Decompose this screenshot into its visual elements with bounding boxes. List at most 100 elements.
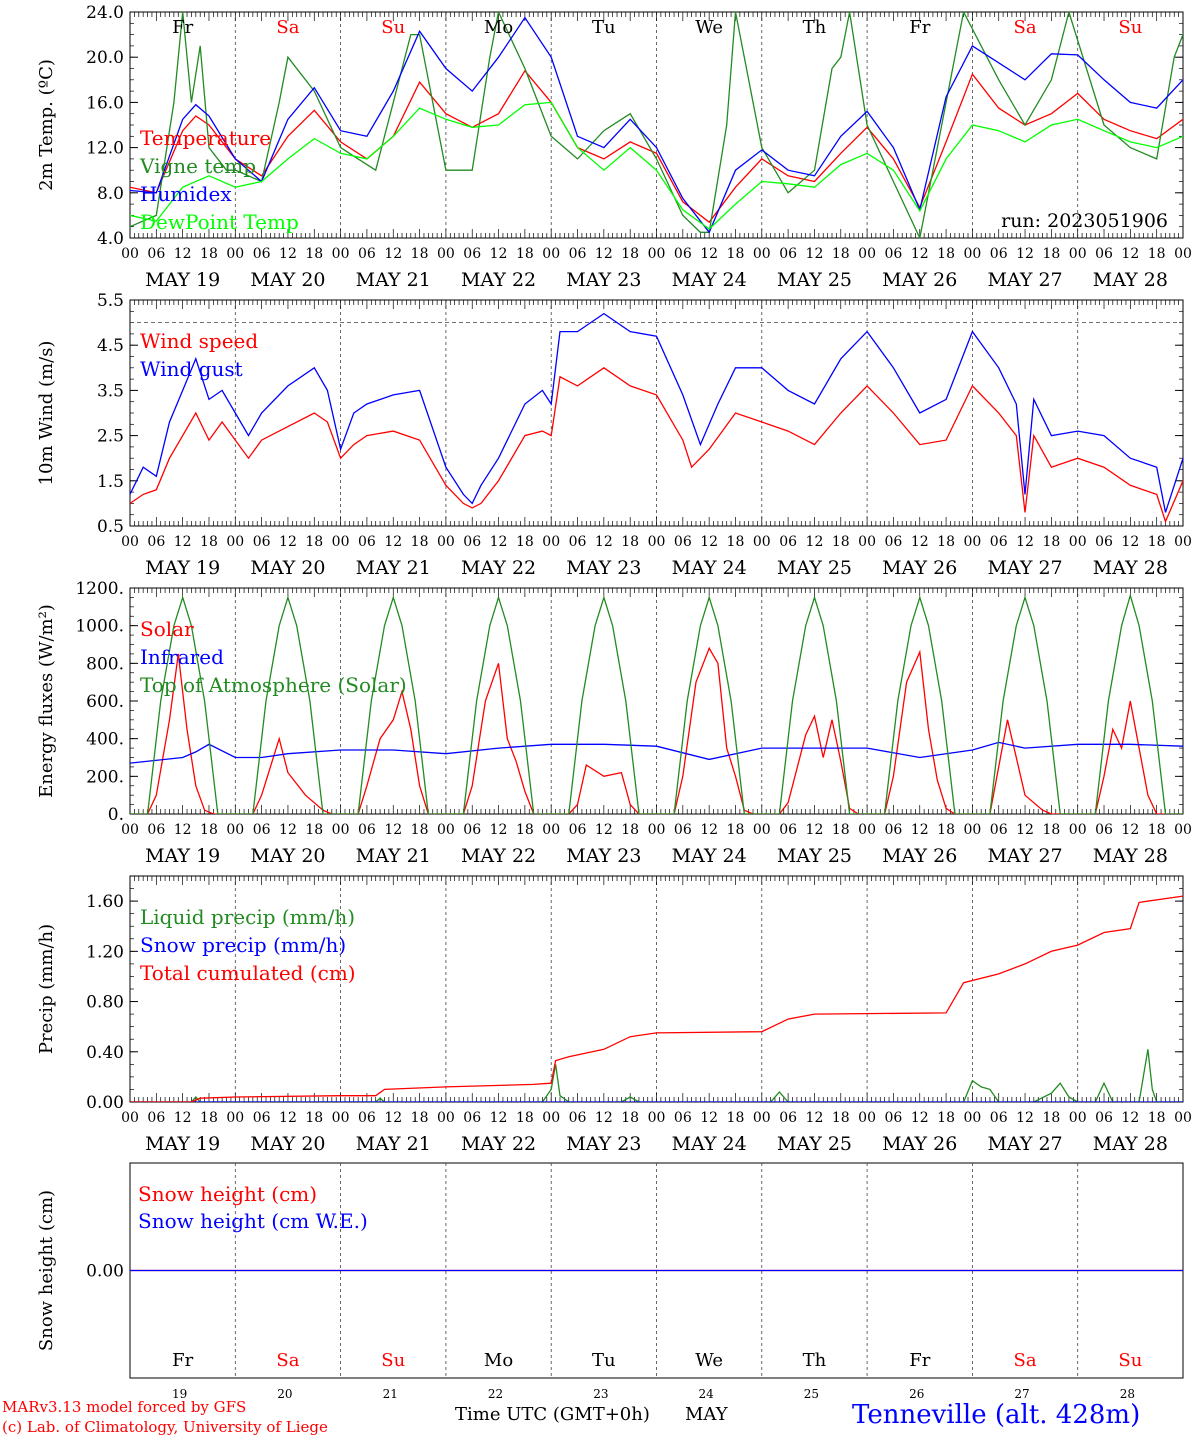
y-tick-label: 0.00	[86, 1093, 124, 1113]
x-tick-label: 06	[779, 534, 797, 550]
weekday-label-bottom: Fr	[172, 1350, 193, 1371]
x-tick-label: 06	[253, 1110, 271, 1126]
x-tick-label: 18	[1042, 246, 1060, 262]
legend-entry: Infrared	[140, 645, 224, 669]
x-tick-label: 06	[674, 1110, 692, 1126]
x-tick-label: 18	[411, 534, 429, 550]
x-tick-label: 00	[648, 534, 666, 550]
x-tick-label: 06	[674, 246, 692, 262]
x-tick-label: 12	[490, 822, 508, 838]
x-tick-label: 12	[806, 534, 824, 550]
x-tick-label: 18	[1042, 534, 1060, 550]
y-tick-label: 400.	[86, 730, 124, 750]
weekday-label-bottom: Fr	[909, 1350, 930, 1371]
x-tick-label: 00	[753, 1110, 771, 1126]
x-tick-label: 06	[674, 822, 692, 838]
x-tick-label: 06	[1095, 822, 1113, 838]
series-line-humidex	[130, 16, 1183, 234]
day-label: MAY 25	[777, 557, 852, 579]
x-tick-label: 00	[963, 1110, 981, 1126]
x-tick-label: 00	[437, 246, 455, 262]
x-tick-label: 06	[358, 246, 376, 262]
x-tick-label: 00	[121, 822, 139, 838]
x-tick-label: 00	[1174, 1110, 1192, 1126]
x-tick-label: 12	[1121, 822, 1139, 838]
x-tick-label: 18	[937, 822, 955, 838]
day-label: MAY 19	[145, 1133, 220, 1155]
x-tick-label: 00	[332, 1110, 350, 1126]
series-line-wind-speed	[130, 367, 1183, 524]
y-tick-label: 1000.	[75, 617, 124, 637]
x-axis-title: Time UTC (GMT+0h)	[455, 1404, 650, 1425]
y-tick-label: 4.0	[97, 229, 124, 249]
x-tick-label: 12	[1121, 246, 1139, 262]
x-tick-label: 00	[226, 534, 244, 550]
x-tick-label: 12	[174, 246, 192, 262]
x-tick-label: 06	[990, 534, 1008, 550]
x-tick-label: 00	[542, 822, 560, 838]
x-tick-label: 12	[700, 246, 718, 262]
x-tick-label: 00	[963, 822, 981, 838]
x-tick-label: 18	[937, 246, 955, 262]
day-label: MAY 22	[461, 845, 536, 867]
x-tick-label: 12	[911, 822, 929, 838]
x-tick-label: 06	[990, 1110, 1008, 1126]
day-label: MAY 21	[356, 557, 431, 579]
x-tick-label: 06	[358, 534, 376, 550]
x-tick-label: 00	[1069, 1110, 1087, 1126]
x-tick-label: 06	[147, 1110, 165, 1126]
y-tick-label: 20.0	[86, 48, 124, 68]
x-axis-month: MAY	[685, 1404, 728, 1425]
day-label: MAY 26	[882, 269, 957, 291]
x-tick-label: 12	[384, 534, 402, 550]
y-tick-label: 1.5	[97, 472, 124, 492]
x-tick-label: 18	[516, 1110, 534, 1126]
credit-line-1: MARv3.13 model forced by GFS	[2, 1398, 247, 1416]
x-tick-label: 00	[226, 1110, 244, 1126]
x-tick-label: 18	[727, 822, 745, 838]
x-tick-label: 06	[885, 246, 903, 262]
day-label: MAY 23	[566, 845, 641, 867]
x-tick-label: 18	[727, 1110, 745, 1126]
day-label: MAY 20	[250, 1133, 325, 1155]
day-label: MAY 24	[672, 557, 747, 579]
x-tick-label: 00	[121, 1110, 139, 1126]
y-tick-label: 5.5	[97, 291, 124, 311]
day-label: MAY 28	[1093, 1133, 1168, 1155]
x-tick-label: 12	[700, 1110, 718, 1126]
x-tick-label: 12	[174, 534, 192, 550]
y-axis-label: Snow height (cm)	[36, 1190, 57, 1351]
x-tick-label: 00	[542, 534, 560, 550]
x-tick-label: 00	[858, 1110, 876, 1126]
x-tick-label: 00	[1069, 246, 1087, 262]
x-tick-label: 00	[542, 1110, 560, 1126]
y-axis-label: Precip (mm/h)	[36, 924, 57, 1054]
x-tick-label: 18	[937, 534, 955, 550]
x-tick-label: 18	[832, 534, 850, 550]
day-label: MAY 19	[145, 557, 220, 579]
day-number: 24	[699, 1387, 715, 1400]
x-tick-label: 12	[384, 246, 402, 262]
x-tick-label: 12	[384, 1110, 402, 1126]
x-tick-label: 18	[621, 1110, 639, 1126]
weekday-label-top: We	[695, 17, 723, 38]
x-tick-label: 18	[937, 1110, 955, 1126]
run-label: run: 2023051906	[1001, 210, 1168, 232]
day-label: MAY 27	[987, 845, 1062, 867]
y-tick-label: 1200.	[75, 579, 124, 599]
x-tick-label: 18	[1042, 1110, 1060, 1126]
x-tick-label: 00	[648, 822, 666, 838]
x-tick-label: 00	[542, 246, 560, 262]
y-tick-label: 600.	[86, 692, 124, 712]
x-tick-label: 12	[595, 1110, 613, 1126]
x-tick-label: 06	[253, 534, 271, 550]
y-tick-label: 16.0	[86, 93, 124, 113]
x-tick-label: 06	[569, 246, 587, 262]
day-label: MAY 21	[356, 269, 431, 291]
weekday-label-bottom: Sa	[1014, 1350, 1037, 1371]
x-tick-label: 12	[279, 246, 297, 262]
day-number: 26	[909, 1387, 924, 1400]
day-number: 25	[804, 1387, 819, 1400]
day-label: MAY 22	[461, 557, 536, 579]
